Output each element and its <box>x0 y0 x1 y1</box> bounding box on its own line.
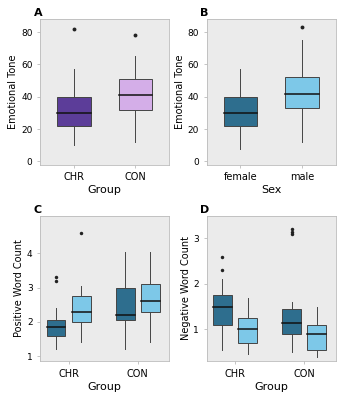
Text: B: B <box>200 8 208 18</box>
Bar <box>119 79 152 110</box>
X-axis label: Group: Group <box>88 382 122 392</box>
Bar <box>57 97 91 126</box>
Bar <box>238 318 257 343</box>
Y-axis label: Negative Word Count: Negative Word Count <box>181 236 191 340</box>
Bar <box>224 97 257 126</box>
Bar <box>46 320 65 336</box>
X-axis label: Sex: Sex <box>261 185 281 195</box>
Bar <box>213 295 232 325</box>
Y-axis label: Positive Word Count: Positive Word Count <box>14 240 24 337</box>
Bar <box>72 296 90 322</box>
Bar <box>307 325 326 350</box>
Text: C: C <box>34 205 42 215</box>
X-axis label: Group: Group <box>254 382 288 392</box>
Y-axis label: Emotional Tone: Emotional Tone <box>8 55 18 129</box>
Bar <box>141 284 160 312</box>
Bar <box>282 309 301 334</box>
X-axis label: Group: Group <box>88 185 122 195</box>
Y-axis label: Emotional Tone: Emotional Tone <box>175 55 185 129</box>
Bar <box>116 288 135 320</box>
Text: D: D <box>200 205 209 215</box>
Text: A: A <box>34 8 42 18</box>
Bar <box>285 77 319 108</box>
